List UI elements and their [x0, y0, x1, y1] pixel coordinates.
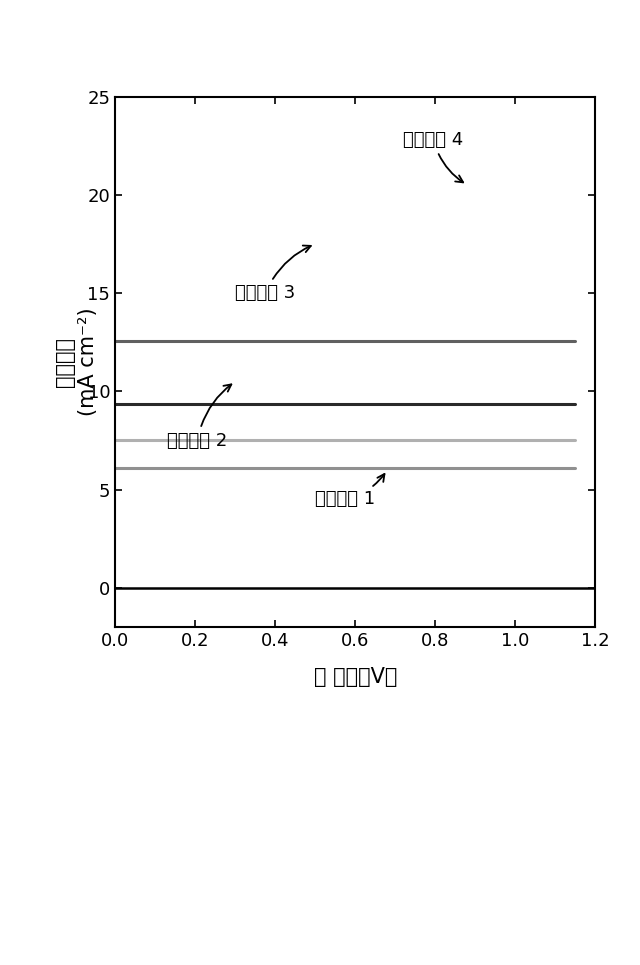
Y-axis label: 電流密度
(mA cm⁻²): 電流密度 (mA cm⁻²) [54, 308, 98, 416]
Text: サンプル 2: サンプル 2 [167, 384, 231, 450]
Text: サンプル 4: サンプル 4 [403, 130, 463, 182]
Text: サンプル 3: サンプル 3 [235, 245, 311, 302]
X-axis label: 電 圧　（V）: 電 圧 （V） [314, 667, 397, 687]
Text: サンプル 1: サンプル 1 [315, 474, 385, 509]
